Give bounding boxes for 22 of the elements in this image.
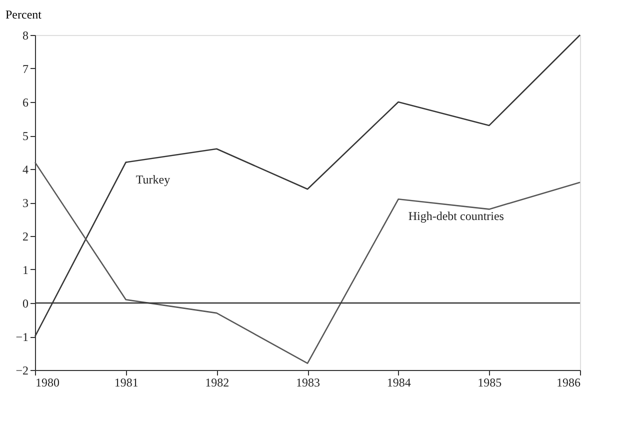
y-tick-label: 7 bbox=[22, 62, 28, 76]
y-axis-title: Percent bbox=[6, 8, 42, 22]
x-tick-label: 1984 bbox=[386, 376, 411, 390]
x-tick-label: 1981 bbox=[114, 376, 138, 390]
y-tick-label: 8 bbox=[22, 28, 28, 42]
series-label: High-debt countries bbox=[408, 209, 504, 224]
y-tick-label: 4 bbox=[22, 162, 28, 176]
y-tick-label: 5 bbox=[22, 129, 28, 143]
y-tick-label: 0 bbox=[22, 296, 28, 310]
x-tick-label: 1983 bbox=[296, 376, 320, 390]
line-series bbox=[34, 162, 581, 364]
y-tick-label: −1 bbox=[16, 330, 28, 344]
y-tick-label: 3 bbox=[22, 196, 28, 210]
y-tick-label: 6 bbox=[22, 96, 28, 110]
y-tick-label: 1 bbox=[22, 263, 28, 277]
x-tick-label: 1982 bbox=[205, 376, 230, 390]
x-tick-label: 1985 bbox=[478, 376, 502, 390]
x-tick-label: 1986 bbox=[556, 376, 580, 390]
x-tick-label: 1980 bbox=[36, 376, 60, 390]
y-tick-label: −2 bbox=[16, 364, 28, 378]
y-tick-label: 2 bbox=[22, 230, 28, 244]
series-label: Turkey bbox=[136, 172, 170, 186]
